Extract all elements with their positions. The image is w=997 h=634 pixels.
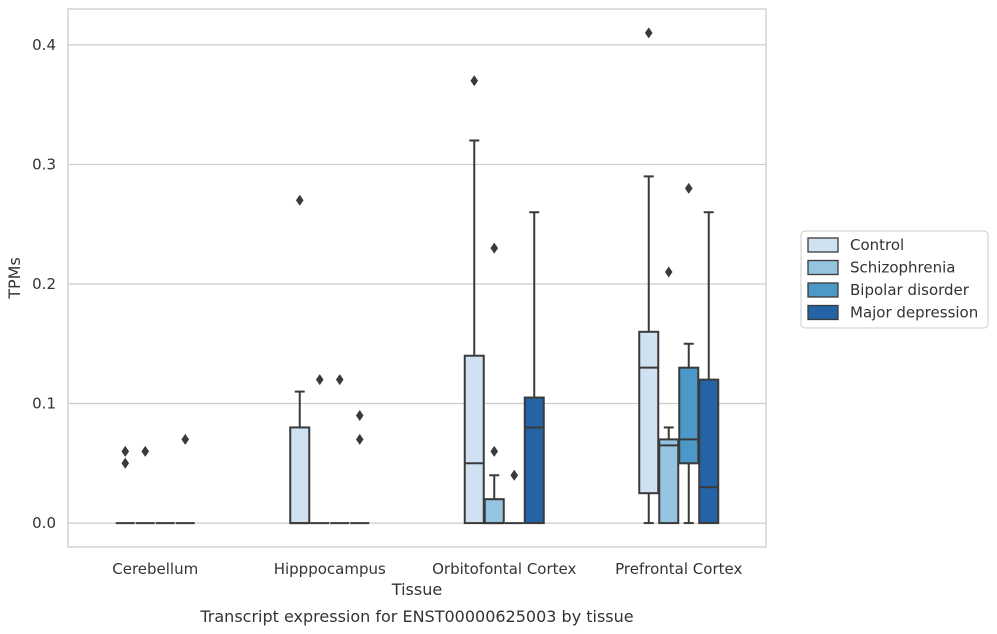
box-group: [330, 374, 350, 525]
box-group: [135, 445, 155, 525]
figure-caption: Transcript expression for ENST0000062500…: [199, 607, 633, 626]
x-tick-label: Cerebellum: [112, 560, 198, 578]
box-group: [483, 242, 505, 525]
outlier-point: [121, 457, 130, 469]
legend-label: Control: [850, 236, 904, 254]
box-group: [658, 266, 680, 525]
box-group: [504, 469, 524, 525]
outlier-point: [121, 445, 130, 457]
legend-swatch: [807, 237, 839, 253]
legend-swatch: [807, 282, 839, 298]
y-tick-label: 0.4: [32, 36, 56, 54]
box-group: [698, 211, 720, 525]
x-axis-label: Tissue: [391, 580, 442, 599]
box-group: [638, 27, 660, 525]
box: [658, 438, 680, 525]
outlier-point: [490, 242, 499, 254]
legend-label: Major depression: [850, 304, 978, 322]
outlier-point: [335, 374, 344, 386]
x-tick-label: Prefrontal Cortex: [615, 560, 742, 578]
box-group: [115, 445, 135, 525]
box-group: [350, 409, 370, 525]
box-group: [523, 211, 545, 525]
legend-label: Schizophrenia: [850, 259, 955, 277]
box-group: [175, 433, 195, 525]
legend: Control Schizophrenia Bipolar disorder Majo…: [800, 230, 989, 329]
outlier-point: [644, 27, 653, 39]
outlier-point: [510, 469, 519, 481]
outlier-point: [355, 433, 364, 445]
legend-swatch: [807, 304, 839, 321]
y-tick-label: 0.0: [32, 514, 56, 532]
outlier-point: [684, 182, 693, 194]
outlier-point: [470, 75, 479, 87]
box: [463, 354, 485, 525]
outlier-point: [181, 433, 190, 445]
box-group: [310, 374, 330, 525]
y-tick-label: 0.1: [32, 395, 56, 413]
outlier-point: [141, 445, 150, 457]
outlier-point: [664, 266, 673, 278]
outlier-point: [295, 194, 304, 206]
outlier-point: [490, 445, 499, 457]
outlier-point: [355, 409, 364, 421]
legend-swatch: [807, 259, 839, 276]
box: [698, 378, 720, 525]
outlier-point: [315, 374, 324, 386]
box-group: [678, 182, 700, 525]
x-tick-label: Hipppocampus: [274, 560, 386, 578]
box: [523, 396, 545, 525]
x-tick-labels: Cerebellum Hipppocampus Orbitofontal Corte…: [112, 560, 742, 578]
boxes-layer: [115, 27, 720, 525]
plot-area-frame: [67, 8, 767, 548]
box: [483, 498, 505, 525]
y-axis-label: TPMs: [5, 257, 24, 300]
box-group: [289, 194, 311, 525]
box: [678, 366, 700, 465]
box: [289, 426, 311, 525]
legend-frame: [800, 230, 989, 329]
legend-label: Bipolar disorder: [850, 281, 970, 299]
box-group: [463, 75, 485, 525]
box: [638, 330, 660, 495]
y-tick-labels: 0.0 0.1 0.2 0.3 0.4: [32, 36, 56, 532]
y-tick-label: 0.2: [32, 275, 56, 293]
x-tick-label: Orbitofontal Cortex: [432, 560, 576, 578]
y-tick-label: 0.3: [32, 155, 56, 173]
